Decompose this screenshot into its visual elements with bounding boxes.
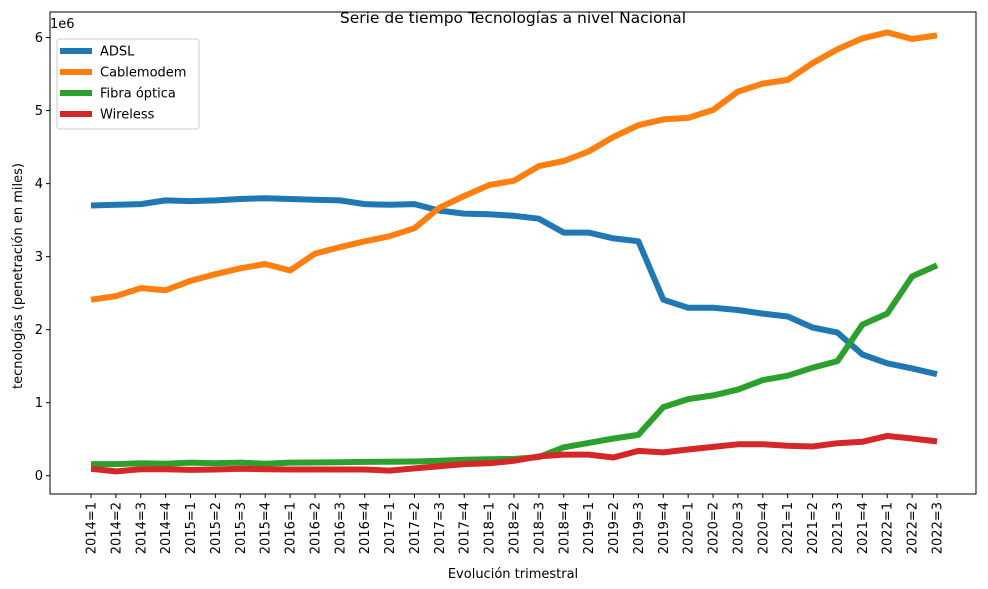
x-tick-label: 2016=2: [308, 502, 323, 554]
x-tick-label: 2018=1: [483, 502, 498, 554]
x-tick-label: 2022=3: [931, 502, 946, 554]
x-tick-label: 2014=1: [85, 502, 100, 554]
x-tick-label: 2017=1: [383, 502, 398, 554]
x-tick-label: 2017=2: [408, 502, 423, 554]
x-tick-label: 2015=2: [209, 502, 224, 554]
x-tick-label: 2014=4: [159, 502, 174, 554]
legend: ADSL Cablemodem Fibra óptica Wireless: [56, 38, 200, 130]
x-tick-label: 2020=3: [731, 502, 746, 554]
y-axis-label: tecnologías (penetración en miles): [11, 163, 26, 389]
x-tick-label: 2020=2: [707, 502, 722, 554]
x-tick-label: 2016=4: [358, 502, 373, 554]
plot-area: [90, 29, 939, 475]
y-tick-label: 5: [35, 104, 43, 119]
y-offset-label: 1e6: [50, 17, 75, 32]
x-tick-label: 2019=1: [582, 502, 597, 554]
legend-label: Cablemodem: [100, 66, 186, 81]
x-tick-label: 2016=1: [284, 502, 299, 554]
x-tick-label: 2021=2: [806, 502, 821, 554]
series-line-1: [90, 29, 938, 303]
x-tick-label: 2022=1: [881, 502, 896, 554]
legend-label: ADSL: [100, 45, 135, 60]
x-tick-label: 2014=2: [109, 502, 124, 554]
legend-label: Fibra óptica: [100, 87, 176, 102]
x-tick-label: 2019=3: [632, 502, 647, 554]
x-tick-label: 2019=2: [607, 502, 622, 554]
x-tick-label: 2015=1: [184, 502, 199, 554]
x-tick-label: 2016=3: [333, 502, 348, 554]
y-tick-label: 2: [35, 323, 43, 338]
x-tick-label: 2014=3: [134, 502, 149, 554]
x-tick-label: 2020=1: [682, 502, 697, 554]
axes-frame: [49, 11, 977, 495]
x-axis: 2014=1 2014=2 2014=3 2014=4 2015=1 2015=2 2015…: [85, 494, 946, 554]
legend-box: [56, 38, 200, 130]
x-tick-label: 2017=4: [458, 502, 473, 554]
series-line-0: [90, 195, 938, 378]
y-axis: 0 1 2 3 4 5 6: [35, 31, 50, 484]
legend-label: Wireless: [100, 108, 155, 123]
x-tick-label: 2021=3: [831, 502, 846, 554]
x-tick-label: 2020=4: [756, 502, 771, 554]
series-line-2: [91, 262, 939, 468]
x-tick-label: 2018=2: [508, 502, 523, 554]
x-tick-label: 2021=4: [856, 502, 871, 554]
y-tick-label: 0: [35, 469, 43, 484]
x-tick-label: 2022=2: [906, 502, 921, 554]
x-tick-label: 2019=4: [657, 502, 672, 554]
chart-title: Serie de tiempo Tecnologías a nivel Naci…: [340, 9, 686, 27]
y-tick-label: 4: [35, 177, 43, 192]
x-tick-label: 2018=4: [557, 502, 572, 554]
y-tick-label: 1: [35, 396, 43, 411]
x-tick-label: 2015=3: [234, 502, 249, 554]
x-axis-label: Evolución trimestral: [448, 567, 578, 582]
y-tick-label: 3: [35, 250, 43, 265]
x-tick-label: 2017=3: [433, 502, 448, 554]
series-line-3: [90, 432, 938, 475]
y-tick-label: 6: [35, 31, 43, 46]
x-tick-label: 2021=1: [781, 502, 796, 554]
x-tick-label: 2015=4: [259, 502, 274, 554]
x-tick-label: 2018=3: [532, 502, 547, 554]
